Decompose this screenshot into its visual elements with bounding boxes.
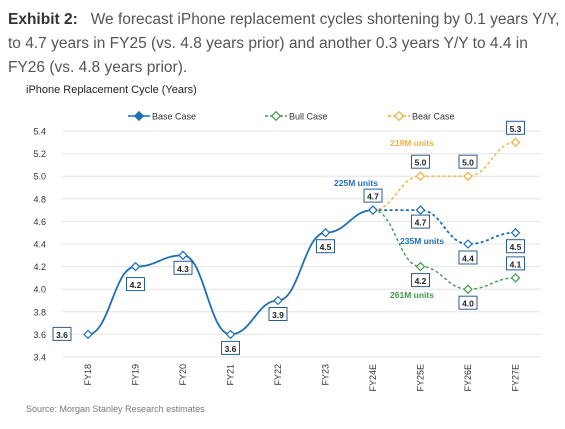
- y-tick-label: 5.0: [33, 172, 46, 182]
- data-label-box-base: [458, 250, 478, 265]
- x-tick-label: FY18: [83, 364, 93, 386]
- x-tick-label: FY23: [321, 364, 331, 386]
- data-label-base: 3.6: [56, 330, 68, 340]
- data-label-box-base: [221, 340, 240, 355]
- data-label-base: 4.2: [130, 280, 142, 290]
- y-tick-label: 5.2: [33, 149, 46, 159]
- legend-label-bear: Bear Case: [412, 112, 455, 122]
- y-tick-label: 4.6: [33, 217, 46, 227]
- data-label-box-bear: [411, 154, 430, 169]
- data-label-base: 4.5: [510, 242, 522, 252]
- data-label-bull: 4.2: [415, 276, 427, 286]
- x-tick-label: FY25E: [416, 364, 426, 392]
- y-tick-label: 4.0: [33, 285, 46, 295]
- legend-marker-base: [133, 110, 145, 122]
- y-tick-label: 5.4: [33, 127, 46, 137]
- data-label-bear: 5.3: [510, 124, 522, 134]
- legend-label-base: Base Case: [152, 112, 196, 122]
- exhibit-label: Exhibit 2:: [8, 11, 78, 28]
- data-label-bull: 4.0: [462, 299, 474, 309]
- data-label-box-base: [411, 214, 430, 229]
- data-point-bull: [415, 261, 426, 272]
- data-point-base: [415, 205, 426, 215]
- x-tick-label: FY27E: [511, 364, 521, 392]
- data-point-bull: [510, 273, 521, 283]
- data-label-bear: 5.0: [415, 158, 427, 168]
- data-label-base: 4.7: [367, 192, 379, 202]
- data-point-base: [320, 227, 331, 238]
- legend-label-bull: Bull Case: [289, 112, 328, 122]
- y-tick-label: 3.6: [33, 330, 46, 340]
- data-label-base: 4.3: [177, 264, 189, 274]
- data-label-box-bull: [458, 295, 478, 310]
- y-tick-label: 3.8: [33, 307, 46, 317]
- data-point-bull: [463, 284, 473, 295]
- y-tick-label: 4.4: [33, 240, 46, 250]
- annotation-units: 225M units: [334, 178, 378, 188]
- data-label-bear: 5.0: [462, 158, 474, 168]
- data-label-box-base: [173, 260, 193, 275]
- data-label-box-base: [363, 188, 383, 203]
- data-label-base: 3.6: [225, 344, 237, 354]
- data-label-box-bear: [458, 154, 478, 169]
- legend-marker-bull: [270, 110, 282, 122]
- data-label-base: 4.4: [462, 254, 474, 264]
- annotation-units: 261M units: [390, 290, 434, 300]
- data-point-bear: [510, 137, 521, 148]
- y-tick-label: 3.4: [33, 353, 46, 363]
- data-label-box-base: [268, 307, 288, 321]
- data-label-box-bull: [411, 273, 430, 288]
- data-label-box-bear: [506, 120, 525, 135]
- data-label-base: 4.7: [415, 218, 427, 228]
- data-point-base: [225, 329, 236, 340]
- annotation-units: 235M units: [400, 236, 444, 246]
- data-label-base: 4.5: [320, 242, 332, 252]
- x-tick-label: FY24E: [368, 364, 378, 392]
- data-label-box-base: [126, 277, 145, 292]
- data-label-box-base: [52, 326, 72, 341]
- chart-title: iPhone Replacement Cycle (Years): [26, 84, 197, 96]
- data-point-base: [273, 295, 283, 306]
- x-tick-label: FY22: [273, 364, 283, 386]
- annotation-units: 219M units: [390, 138, 434, 148]
- data-label-box-base: [316, 239, 335, 254]
- data-point-base: [130, 261, 141, 272]
- source-note: Source: Morgan Stanley Research estimate…: [26, 404, 205, 414]
- data-point-bear: [463, 171, 473, 182]
- data-point-base: [83, 329, 93, 340]
- data-point-base: [178, 250, 188, 261]
- x-tick-label: FY21: [226, 364, 236, 386]
- exhibit-text: We forecast iPhone replacement cycles sh…: [8, 11, 560, 76]
- series-line-base: [87, 209, 374, 336]
- data-point-base: [368, 205, 378, 215]
- y-tick-label: 4.2: [33, 262, 46, 272]
- x-tick-label: FY20: [178, 364, 188, 386]
- data-point-base: [510, 227, 521, 238]
- y-tick-label: 4.8: [33, 194, 46, 204]
- exhibit-caption: Exhibit 2: We forecast iPhone replacemen…: [8, 8, 560, 80]
- data-label-base: 3.9: [272, 310, 284, 320]
- data-point-bear: [415, 171, 426, 182]
- data-point-base: [463, 239, 473, 249]
- legend-marker-bear: [393, 110, 405, 122]
- data-label-box-base: [506, 239, 525, 254]
- x-tick-label: FY19: [131, 364, 141, 386]
- x-tick-label: FY26E: [463, 364, 473, 392]
- series-line-bear: [372, 141, 516, 211]
- data-label-bull: 4.1: [510, 259, 522, 269]
- series-line-bull: [372, 209, 516, 290]
- data-label-box-bull: [506, 256, 525, 271]
- series-line-base-projection: [373, 209, 516, 245]
